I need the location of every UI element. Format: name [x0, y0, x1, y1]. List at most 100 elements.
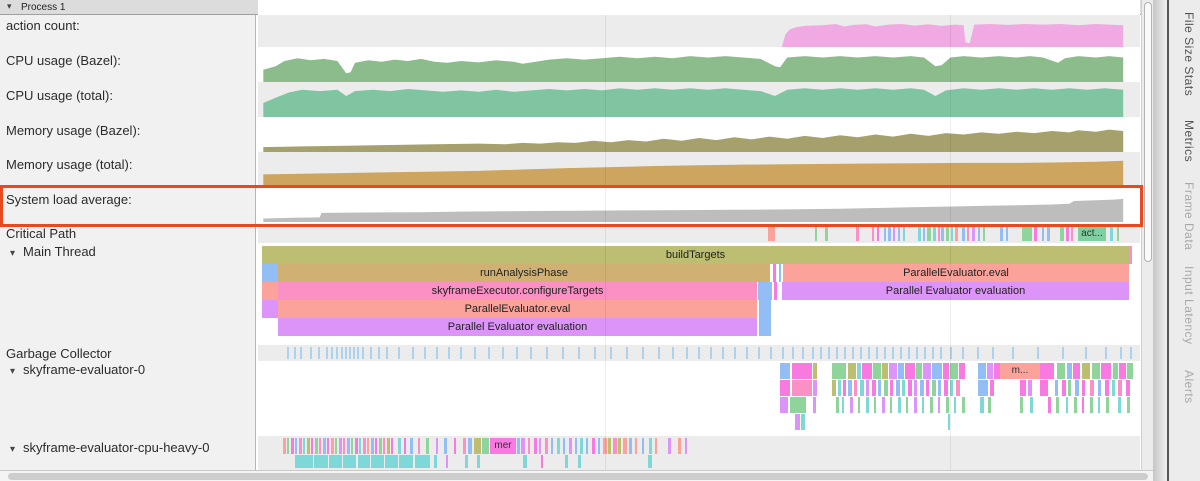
- trace-slice[interactable]: [768, 227, 775, 241]
- trace-slice[interactable]: [898, 397, 901, 413]
- trace-slice[interactable]: [1127, 363, 1133, 379]
- trace-slice[interactable]: [856, 227, 859, 241]
- trace-slice[interactable]: [434, 455, 437, 468]
- trace-slice[interactable]: [850, 397, 853, 413]
- cpu-usage-total-chart[interactable]: [258, 82, 1140, 117]
- trace-slice[interactable]: [335, 438, 337, 454]
- trace-slice[interactable]: [307, 438, 310, 454]
- trace-slice[interactable]: [994, 363, 1000, 379]
- trace-slice[interactable]: [1075, 380, 1079, 396]
- trace-slice[interactable]: [918, 227, 921, 241]
- trace-slice[interactable]: [950, 380, 953, 396]
- trace-slice[interactable]: [613, 438, 617, 454]
- trace-slice[interactable]: [383, 438, 385, 454]
- trace-slice[interactable]: [635, 438, 637, 454]
- trace-slice[interactable]: [959, 363, 965, 379]
- trace-slice[interactable]: [412, 347, 414, 359]
- trace-slice[interactable]: [950, 347, 952, 359]
- trace-slice[interactable]: [792, 363, 812, 379]
- system-load-average-chart[interactable]: [258, 187, 1140, 222]
- trace-slice[interactable]: [813, 363, 817, 379]
- trace-slice[interactable]: [836, 347, 838, 359]
- trace-slice[interactable]: [327, 438, 329, 454]
- trace-slice[interactable]: [872, 227, 874, 241]
- trace-slice[interactable]: [988, 397, 991, 413]
- trace-slice[interactable]: [530, 347, 532, 359]
- trace-slice[interactable]: [1130, 347, 1132, 359]
- trace-slice[interactable]: [946, 397, 949, 413]
- trace-slice[interactable]: [331, 347, 333, 359]
- trace-slice[interactable]: [1022, 227, 1032, 241]
- trace-slice[interactable]: [626, 347, 628, 359]
- trace-slice[interactable]: [1037, 347, 1039, 359]
- trace-slice[interactable]: [351, 438, 353, 454]
- trace-slice[interactable]: [569, 438, 572, 454]
- trace-slice[interactable]: [1110, 227, 1113, 241]
- trace-slice[interactable]: [336, 347, 338, 359]
- trace-slice-labeled[interactable]: buildTargets: [262, 246, 1129, 264]
- trace-slice[interactable]: [418, 438, 420, 454]
- trace-slice[interactable]: [987, 363, 993, 379]
- trace-slice[interactable]: [892, 347, 894, 359]
- trace-slice[interactable]: [932, 347, 934, 359]
- trace-slice[interactable]: [315, 438, 318, 454]
- trace-slice[interactable]: [884, 227, 886, 241]
- trace-slice[interactable]: [371, 438, 374, 454]
- trace-slice[interactable]: [1040, 363, 1054, 379]
- trace-slice[interactable]: [868, 347, 870, 359]
- trace-slice[interactable]: [948, 414, 950, 430]
- trace-slice[interactable]: [916, 347, 918, 359]
- trace-slice[interactable]: [482, 438, 489, 454]
- trace-slice[interactable]: [932, 380, 936, 396]
- trace-slice[interactable]: [698, 347, 700, 359]
- trace-slice[interactable]: [978, 380, 988, 396]
- trace-slice[interactable]: [310, 347, 312, 359]
- trace-slice[interactable]: [1071, 227, 1073, 241]
- trace-slice[interactable]: [642, 438, 644, 454]
- trace-slice[interactable]: [345, 347, 347, 359]
- trace-slice[interactable]: [893, 227, 895, 241]
- trace-slice[interactable]: [658, 347, 660, 359]
- trace-slice[interactable]: [906, 397, 908, 413]
- trace-slice[interactable]: [902, 380, 905, 396]
- trace-slice[interactable]: [758, 347, 760, 359]
- trace-slice[interactable]: [878, 380, 881, 396]
- trace-slice[interactable]: [782, 347, 784, 359]
- trace-slice[interactable]: [565, 455, 568, 468]
- trace-slice[interactable]: [734, 347, 736, 359]
- horizontal-scrollbar[interactable]: [0, 470, 1200, 481]
- trace-slice[interactable]: [1105, 380, 1109, 396]
- trace-slice[interactable]: [363, 438, 366, 454]
- trace-slice[interactable]: [848, 363, 856, 379]
- trace-slice[interactable]: [896, 380, 900, 396]
- trace-slice-labeled[interactable]: Parallel Evaluator evaluation: [782, 282, 1129, 300]
- trace-slice[interactable]: [977, 347, 979, 359]
- trace-slice[interactable]: [888, 227, 891, 241]
- trace-slice[interactable]: [944, 380, 948, 396]
- trace-slice[interactable]: [349, 347, 351, 359]
- collapse-triangle-icon[interactable]: ▾: [7, 1, 12, 11]
- trace-slice[interactable]: [882, 363, 888, 379]
- trace-slice[interactable]: [860, 380, 864, 396]
- trace-slice[interactable]: [980, 397, 984, 413]
- trace-slice[interactable]: [848, 380, 852, 396]
- trace-slice[interactable]: [672, 347, 674, 359]
- trace-slice[interactable]: [874, 397, 876, 413]
- trace-slice[interactable]: [362, 347, 364, 359]
- memory-usage-bazel-chart[interactable]: [258, 117, 1140, 152]
- trace-slice[interactable]: [962, 227, 965, 241]
- trace-slice[interactable]: [801, 414, 805, 430]
- trace-slice[interactable]: [386, 347, 388, 359]
- trace-slice[interactable]: [908, 347, 910, 359]
- trace-slice[interactable]: [898, 363, 904, 379]
- trace-slice[interactable]: [1118, 397, 1121, 413]
- trace-slice[interactable]: [370, 347, 372, 359]
- tab-input-latency[interactable]: Input Latency: [1182, 266, 1196, 345]
- trace-slice[interactable]: [1117, 227, 1119, 241]
- trace-slice[interactable]: [1098, 397, 1100, 413]
- trace-slice[interactable]: [1062, 380, 1066, 396]
- timeline-tracks-area[interactable]: act... buildTargets runAnalysisPhase Parall…: [258, 0, 1140, 470]
- trace-slice[interactable]: [905, 363, 915, 379]
- trace-slice[interactable]: [876, 347, 878, 359]
- trace-slice[interactable]: [618, 438, 621, 454]
